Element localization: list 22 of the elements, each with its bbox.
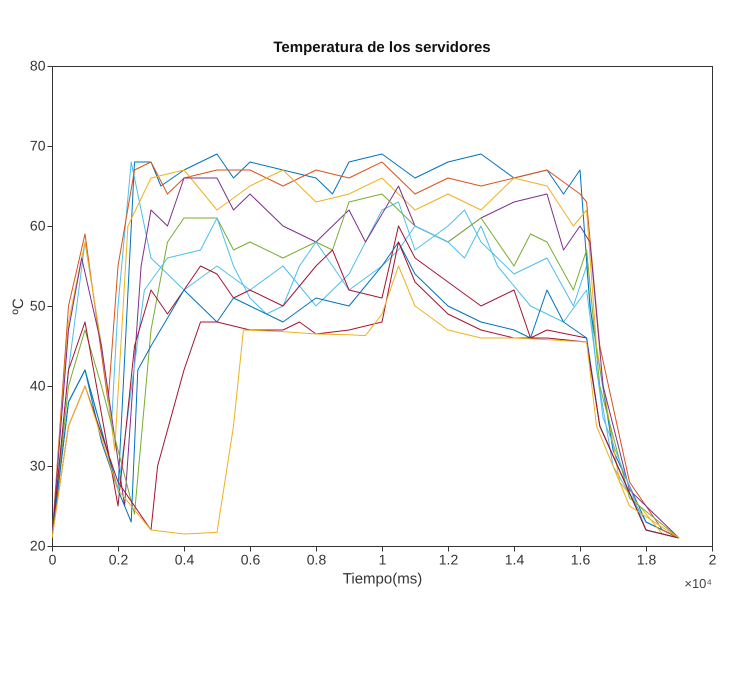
x-tick-label: 0.2 (108, 552, 128, 568)
chart-title: Temperatura de los servidores (273, 39, 491, 56)
x-axis-title: Tiempo(ms) (342, 570, 422, 588)
text: ×10⁴ (684, 576, 712, 591)
x-tick-label: 1.2 (438, 552, 458, 568)
y-tick-label: 30 (30, 458, 46, 474)
x-tick-label: 1.8 (636, 552, 656, 568)
y-tick-label: 80 (30, 58, 46, 74)
y-tick-label: 40 (30, 378, 46, 394)
y-tick-label: 60 (30, 218, 46, 234)
y-tick-label: 20 (30, 538, 46, 554)
y-axis-title: ºC (10, 298, 27, 315)
x-tick-label: 0.8 (306, 552, 326, 568)
x-tick-label: 1.6 (570, 552, 590, 568)
x-tick-label: 1 (378, 552, 387, 568)
x-tick-label: 0.6 (240, 552, 260, 568)
y-tick-label: 50 (30, 298, 46, 314)
x-tick-label: 1.4 (504, 552, 524, 568)
x-tick-label: 2 (708, 552, 717, 568)
y-tick-label: 70 (30, 138, 46, 154)
x-tick-label: 0 (48, 552, 57, 568)
x-tick-label: 0.4 (174, 552, 194, 568)
